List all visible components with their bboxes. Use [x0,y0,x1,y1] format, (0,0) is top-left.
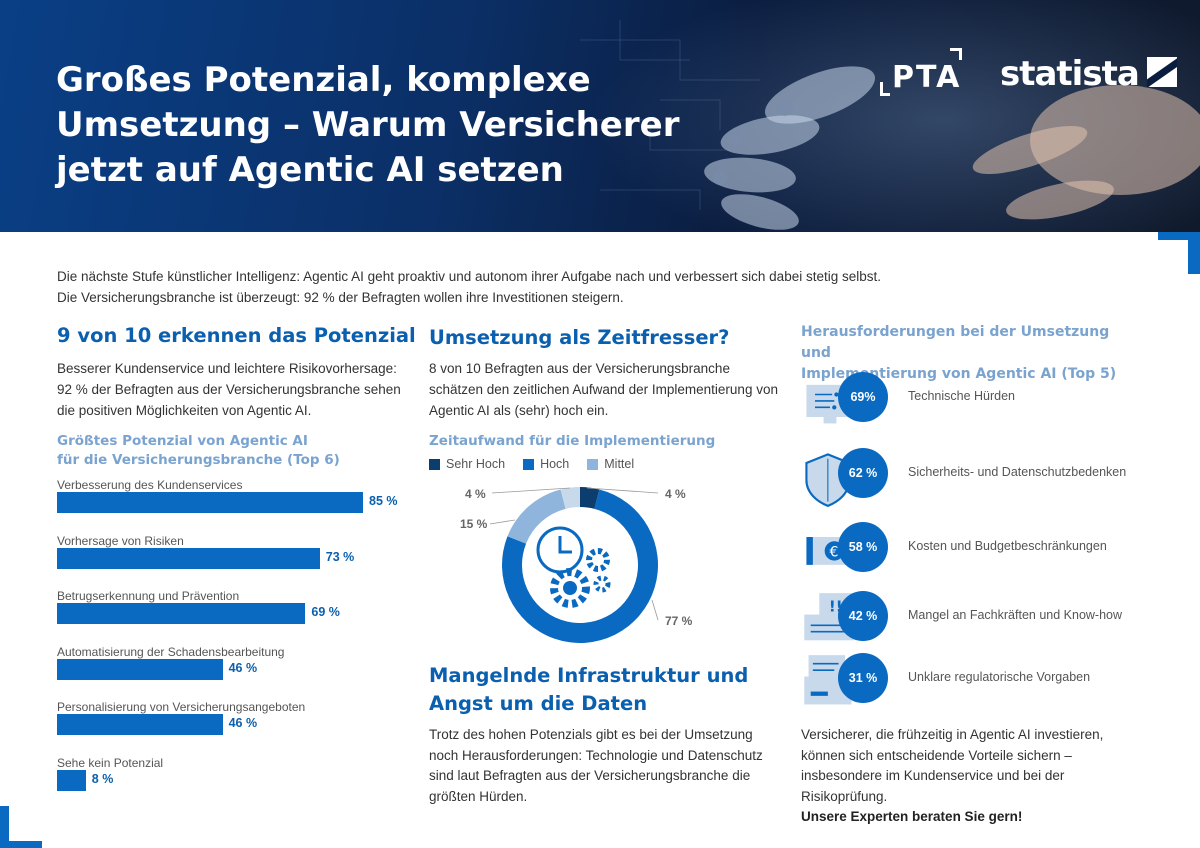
bar-item: Vorhersage von Risiken 73 % [57,534,417,582]
donut-value-label: 15 % [460,517,488,531]
time-heading: Umsetzung als Zeitfresser? [429,326,730,349]
title-line-3: jetzt auf Agentic AI setzen [56,150,564,190]
potential-chart-title: Größtes Potenzial von Agentic AI für die… [57,432,357,470]
bar-value-label: 73 % [325,549,355,564]
corner-accent-top-right [1158,232,1200,274]
closing-paragraph: Versicherer, die frühzeitig in Agentic A… [801,727,1104,804]
challenge-label: Mangel an Fachkräften und Know-how [908,608,1123,622]
statista-logo: statista [1000,54,1177,94]
bar-label: Sehe kein Potenzial [57,755,164,770]
bar-value-label: 69 % [311,605,340,619]
page-title: Großes Potenzial, komplexe Umsetzung – W… [56,58,696,193]
bar [57,603,306,624]
intro-line-1: Die nächste Stufe künstlicher Intelligen… [57,269,881,284]
infrastructure-heading-line-1: Mangelnde Infrastruktur und [429,664,749,687]
statista-logo-text: statista [1000,54,1140,94]
pta-logo-corner-top [950,48,962,60]
challenge-value-badge: 62 % [838,448,888,498]
bar-item: Personalisierung von Versicherungsangebo… [57,700,417,748]
challenge-row: 69% Technische Hürden [800,372,1140,440]
header-banner: Großes Potenzial, komplexe Umsetzung – W… [0,0,1200,232]
time-donut-chart: 4 % 77 % 15 % 4 % [460,487,693,643]
bar-value-label: 46 % [228,716,258,730]
donut-value-label: 4 % [465,487,486,501]
challenge-value-badge: 42 % [838,591,888,641]
donut-chart-title: Zeitaufwand für die Implementierung [429,433,716,449]
pta-logo-corner-bottom [880,82,890,96]
intro-line-2: Die Versicherungsbranche ist überzeugt: … [57,290,624,305]
donut-slice [560,487,580,509]
legend-item: Sehr Hoch [429,457,505,471]
legend-label: Mittel [604,457,635,471]
donut-slice [580,487,600,509]
bar [57,658,223,680]
challenge-value-badge: 31 % [838,653,888,703]
donut-leader-line [489,519,516,525]
infrastructure-heading: Mangelnde Infrastruktur und Angst um die… [429,662,789,718]
bar-item: Verbesserung des Kundenservices 85 % [57,478,417,526]
bar [57,547,320,569]
svg-text:€: € [829,544,838,560]
legend-swatch [523,458,535,470]
donut-leader-line [586,487,659,494]
legend-item: Hoch [523,457,569,471]
robot-hand-image [570,20,1200,230]
donut-leader-line [651,599,659,621]
closing-cta: Unsere Experten beraten Sie gern! [801,809,1023,824]
potential-text: Besserer Kundenservice und leichtere Ris… [57,361,401,418]
bar-label: Betrugserkennung und Prävention [57,589,240,603]
pta-logo-text: PTA [892,60,962,95]
statista-logo-mark [1146,57,1177,87]
bar-item: Sehe kein Potenzial 8 % [57,756,417,804]
bar [57,769,86,791]
bar-value-label: 85 % [369,494,398,508]
closing-text: Versicherer, die frühzeitig in Agentic A… [801,725,1146,828]
potential-chart-title-line-2: für die Versicherungsbranche (Top 6) [57,452,340,468]
bar-value-label: 8 % [91,771,114,786]
bar-value-label: 46 % [228,660,258,675]
donut-value-label: 77 % [665,614,693,628]
clock-gears-icon [536,526,611,608]
intro-text: Die nächste Stufe künstlicher Intelligen… [57,266,1137,308]
infrastructure-heading-line-2: Angst um die Daten [429,692,648,715]
challenge-row: 62 % Sicherheits- und Datenschutzbedenken [800,448,1140,516]
challenge-label: Technische Hürden [908,389,1016,403]
challenges-heading-line-1: Herausforderungen bei der Umsetzung und [801,324,1110,361]
bar-label: Verbesserung des Kundenservices [57,478,243,492]
legend-swatch [429,458,440,470]
title-line-1: Großes Potenzial, komplexe [56,60,591,100]
challenge-value-badge: 69% [838,372,888,422]
time-text: 8 von 10 Befragten aus der Versicherungs… [429,361,778,418]
donut-value-label: 4 % [665,487,686,501]
legend-swatch [587,458,599,470]
challenge-label: Kosten und Budgetbeschränkungen [908,539,1107,553]
corner-accent-bottom-left [0,806,42,848]
bar-item: Betrugserkennung und Prävention 69 % [57,589,417,637]
challenge-value-badge: 58 % [838,522,888,572]
pta-logo: PTA [880,48,966,102]
infrastructure-text: Trotz des hohen Potenzials gibt es bei d… [429,727,763,804]
title-line-2: Umsetzung – Warum Versicherer [56,105,680,145]
bar [57,714,223,735]
bar-label: Vorhersage von Risiken [57,533,184,548]
legend-label: Sehr Hoch [446,457,506,471]
potential-chart-title-line-1: Größtes Potenzial von Agentic AI [57,433,308,449]
legend-item: Mittel [587,457,634,471]
donut-legend: Sehr Hoch Hoch Mittel [429,457,634,471]
bar-item: Automatisierung der Schadensbearbeitung 4… [57,645,417,693]
legend-label: Hoch [540,457,570,471]
potential-heading: 9 von 10 erkennen das Potenzial [57,324,416,347]
challenge-row: !! 42 % Mangel an Fachkräften und Know-how [800,591,1140,659]
challenge-label: Sicherheits- und Datenschutzbedenken [908,465,1127,479]
bar-label: Automatisierung der Schadensbearbeitung [57,644,285,659]
donut-leader-line [491,487,571,494]
bar [57,492,363,513]
donut-slice [507,489,566,544]
bar-label: Personalisierung von Versicherungsangebo… [57,700,306,714]
challenge-row: 31 % Unklare regulatorische Vorgaben [800,653,1140,721]
challenge-label: Unklare regulatorische Vorgaben [908,670,1091,684]
challenge-row: €58 % Kosten und Budgetbeschränkungen [800,522,1140,590]
